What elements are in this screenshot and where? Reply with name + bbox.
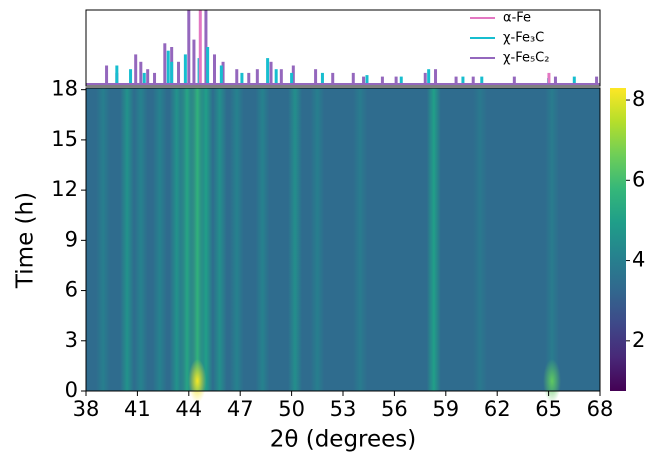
reference-peak bbox=[219, 65, 223, 84]
reference-peak bbox=[595, 76, 599, 84]
streak bbox=[198, 88, 213, 391]
hotspot bbox=[188, 358, 207, 403]
reference-peak bbox=[153, 72, 157, 84]
reference-peak bbox=[235, 69, 239, 84]
reference-peak bbox=[129, 69, 133, 84]
y-tick-label: 15 bbox=[51, 127, 78, 151]
x-tick-label: 50 bbox=[278, 397, 305, 421]
reference-peak bbox=[427, 69, 431, 84]
reference-peak bbox=[314, 69, 318, 84]
reference-peak bbox=[380, 76, 384, 84]
reference-peak bbox=[187, 10, 191, 84]
legend-label: χ-Fe₃C bbox=[503, 31, 544, 46]
reference-peak bbox=[192, 39, 196, 84]
reference-peak bbox=[547, 72, 551, 84]
x-tick-label: 44 bbox=[175, 397, 202, 421]
reference-peak bbox=[134, 54, 138, 84]
colorbar-tick-label: 2 bbox=[632, 328, 645, 352]
reference-peak bbox=[399, 76, 403, 84]
streak bbox=[96, 88, 111, 391]
y-tick-label: 3 bbox=[65, 328, 78, 352]
x-tick-label: 53 bbox=[330, 397, 357, 421]
reference-peak bbox=[206, 47, 210, 84]
reference-peak bbox=[365, 75, 369, 84]
reference-peak bbox=[351, 72, 355, 84]
x-axis-label: 2θ (degrees) bbox=[270, 427, 417, 453]
reference-peak bbox=[471, 76, 475, 84]
reference-peak bbox=[198, 10, 202, 84]
reference-peak bbox=[255, 69, 259, 84]
reference-peak bbox=[146, 69, 150, 84]
reference-peak bbox=[177, 61, 181, 84]
reference-peak bbox=[480, 76, 484, 84]
reference-peak bbox=[105, 65, 109, 84]
streak bbox=[255, 88, 270, 391]
reference-peak bbox=[247, 72, 251, 84]
reference-peak bbox=[512, 76, 516, 84]
reference-peak bbox=[434, 69, 438, 84]
reference-peak bbox=[454, 76, 458, 84]
reference-peak bbox=[139, 61, 143, 84]
streak bbox=[229, 88, 244, 391]
reference-peak bbox=[394, 76, 398, 84]
reference-peak bbox=[240, 72, 244, 84]
reference-peak bbox=[290, 72, 294, 84]
reference-peak bbox=[115, 65, 119, 84]
streak bbox=[426, 88, 441, 391]
streak bbox=[152, 88, 167, 391]
x-tick-label: 38 bbox=[73, 397, 100, 421]
x-tick-label: 41 bbox=[124, 397, 151, 421]
x-tick-label: 62 bbox=[484, 397, 511, 421]
x-tick-label: 59 bbox=[432, 397, 459, 421]
reference-peak bbox=[221, 61, 225, 84]
reference-peak bbox=[331, 72, 335, 84]
reference-peak bbox=[362, 76, 366, 84]
reference-peak bbox=[291, 65, 295, 84]
x-tick-label: 65 bbox=[535, 397, 562, 421]
reference-peak bbox=[183, 54, 187, 84]
reference-peak bbox=[170, 61, 174, 84]
reference-peak bbox=[269, 61, 273, 84]
streak bbox=[120, 88, 135, 391]
x-tick-label: 68 bbox=[587, 397, 614, 421]
reference-peak bbox=[279, 69, 283, 84]
colorbar-tick-label: 4 bbox=[632, 248, 645, 272]
reference-peak bbox=[274, 69, 278, 84]
y-tick-label: 9 bbox=[65, 227, 78, 251]
x-tick-label: 56 bbox=[381, 397, 408, 421]
x-tick-label: 47 bbox=[227, 397, 254, 421]
y-tick-label: 12 bbox=[51, 177, 78, 201]
reference-peak bbox=[320, 72, 324, 84]
colorbar-tick-label: 6 bbox=[632, 167, 645, 191]
streak bbox=[288, 88, 303, 391]
y-tick-label: 0 bbox=[65, 378, 78, 402]
reference-peak bbox=[142, 72, 146, 84]
streak bbox=[353, 88, 368, 391]
legend-label: χ-Fe₅C₂ bbox=[503, 51, 549, 66]
streak bbox=[473, 88, 488, 391]
reference-peak bbox=[266, 58, 270, 84]
reference-peak bbox=[553, 76, 557, 84]
reference-peak bbox=[423, 72, 427, 84]
legend-label: α-Fe bbox=[503, 11, 531, 26]
reference-peak bbox=[163, 43, 167, 84]
colorbar bbox=[610, 88, 626, 391]
y-axis-label: Time (h) bbox=[13, 192, 39, 289]
hotspot bbox=[543, 358, 562, 403]
reference-peak bbox=[572, 76, 576, 84]
streak bbox=[133, 88, 148, 391]
reference-peak bbox=[204, 10, 208, 84]
colorbar-tick-label: 8 bbox=[632, 87, 645, 111]
stick-frame bbox=[85, 9, 601, 87]
reference-peak bbox=[461, 76, 465, 84]
streak bbox=[310, 88, 325, 391]
reference-peak bbox=[166, 50, 170, 84]
y-tick-label: 6 bbox=[65, 278, 78, 302]
reference-peak bbox=[213, 54, 216, 84]
streak bbox=[212, 88, 227, 391]
y-tick-label: 18 bbox=[51, 77, 78, 101]
streak bbox=[545, 88, 560, 391]
